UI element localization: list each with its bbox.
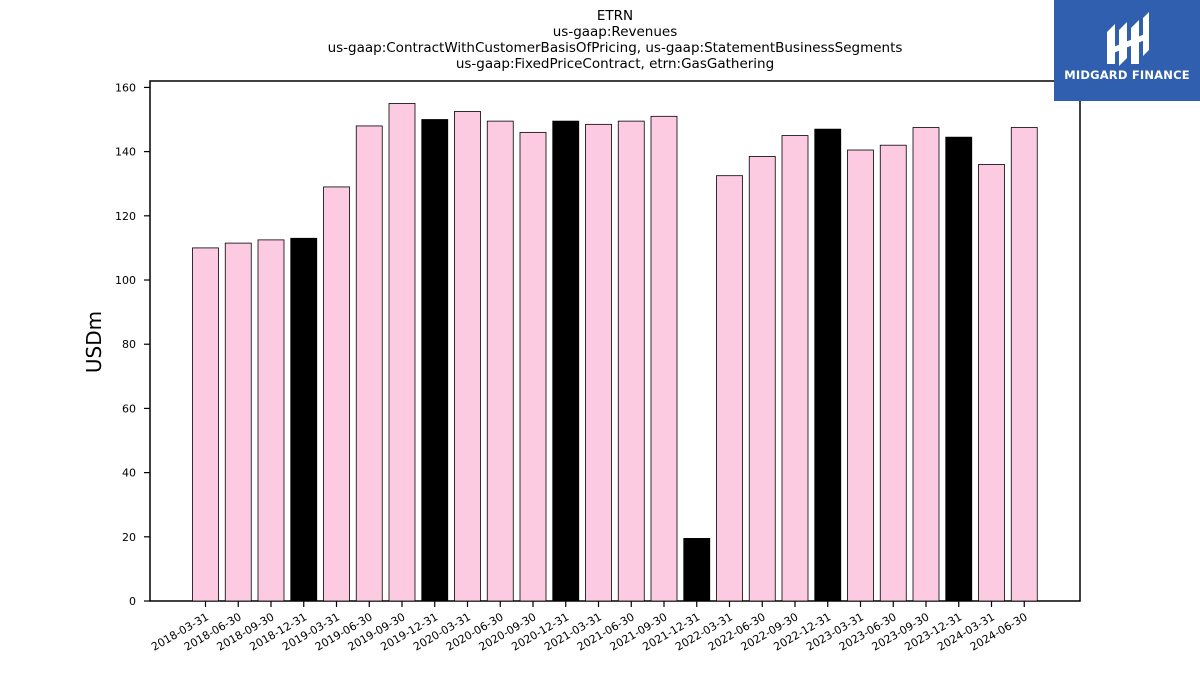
plot-frame [149, 80, 1081, 602]
chart-title: ETRNus-gaap:Revenuesus-gaap:ContractWith… [328, 8, 903, 72]
y-tick-label: 40 [122, 467, 136, 480]
logo-text: MIDGARD FINANCE [1064, 68, 1190, 82]
bar-2018-03-31 [192, 247, 219, 602]
y-tick-label: 140 [115, 146, 136, 159]
bar-2019-12-31 [421, 119, 449, 602]
y-tick-label: 20 [122, 531, 136, 544]
title-line: us-gaap:ContractWithCustomerBasisOfPrici… [328, 40, 903, 56]
bar-2023-12-31 [945, 136, 973, 602]
bar-2021-06-30 [617, 120, 645, 602]
bar-2020-06-30 [486, 120, 514, 602]
bar-2018-12-31 [290, 237, 318, 602]
title-line: ETRN [597, 8, 633, 24]
title-line: us-gaap:FixedPriceContract, etrn:GasGath… [456, 56, 774, 72]
logo-mark-icon [1107, 12, 1149, 66]
y-tick-label: 80 [122, 338, 136, 351]
bar-2018-06-30 [224, 242, 252, 602]
bar-2023-06-30 [879, 144, 907, 602]
bar-2021-09-30 [650, 115, 678, 602]
midgard-finance-logo: MIDGARD FINANCE [1054, 0, 1200, 101]
y-tick-label: 60 [122, 402, 136, 415]
y-axis-label: USDm [82, 311, 106, 373]
bar-2019-09-30 [388, 103, 416, 602]
bar-2023-03-31 [847, 149, 874, 602]
bar-2020-12-31 [552, 120, 580, 602]
bar-2024-06-30 [1010, 127, 1038, 602]
axes [149, 80, 1081, 602]
bar-2020-03-31 [454, 111, 481, 602]
y-tick-label: 160 [115, 81, 136, 94]
y-tick-label: 100 [115, 274, 136, 287]
bars [192, 103, 1038, 602]
bar-2022-06-30 [748, 156, 776, 602]
bar-2018-09-30 [257, 239, 285, 602]
bar-2020-09-30 [519, 131, 547, 602]
bar-2022-03-31 [716, 175, 743, 602]
bar-2022-09-30 [781, 135, 809, 602]
x-ticks: 2018-03-312018-06-302018-09-302018-12-31… [149, 601, 1030, 654]
y-tick-label: 0 [129, 595, 136, 608]
bar-2021-12-31 [683, 538, 711, 602]
y-tick-label: 120 [115, 210, 136, 223]
bar-2022-12-31 [814, 128, 842, 602]
y-ticks: 0 20 40 60 80 100 120 140 160 [115, 81, 150, 608]
bar-2019-03-31 [323, 186, 350, 602]
bar-2021-03-31 [585, 123, 612, 602]
bar-2023-09-30 [912, 127, 940, 602]
bar-2024-03-31 [978, 164, 1005, 602]
bar-2019-06-30 [355, 125, 383, 602]
title-line: us-gaap:Revenues [553, 24, 678, 40]
